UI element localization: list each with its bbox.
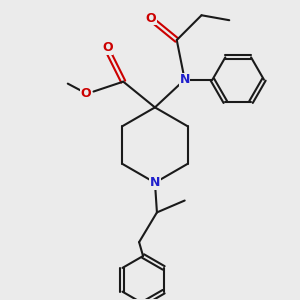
Text: O: O [146, 12, 156, 25]
Text: O: O [80, 87, 91, 100]
Text: O: O [102, 41, 113, 55]
Text: N: N [179, 73, 190, 86]
Text: N: N [150, 176, 160, 189]
